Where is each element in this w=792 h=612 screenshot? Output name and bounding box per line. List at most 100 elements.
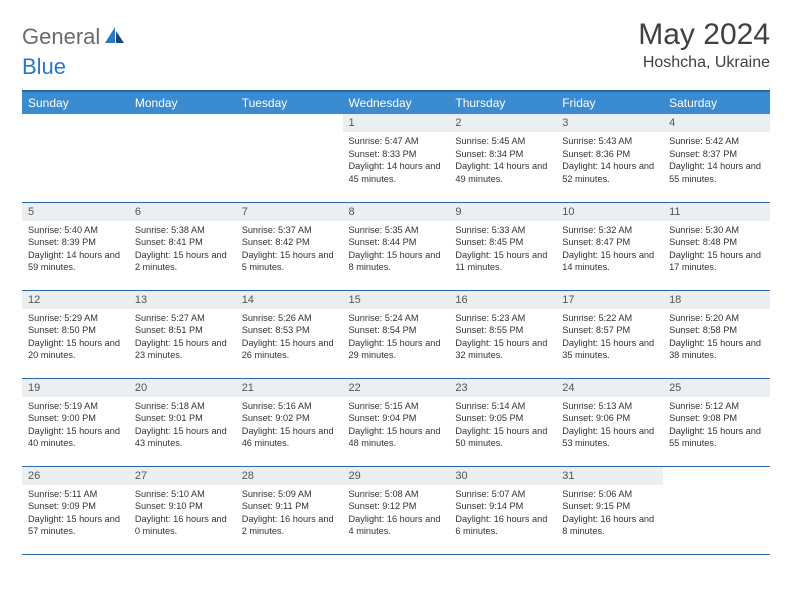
day-details: Sunrise: 5:12 AMSunset: 9:08 PMDaylight:…	[663, 397, 770, 452]
calendar-day-cell: 11Sunrise: 5:30 AMSunset: 8:48 PMDayligh…	[663, 202, 770, 290]
day-number: 4	[663, 114, 770, 132]
weekday-header: Monday	[129, 92, 236, 114]
calendar-week-row: 1Sunrise: 5:47 AMSunset: 8:33 PMDaylight…	[22, 114, 770, 202]
day-number: 7	[236, 203, 343, 221]
calendar-day-cell: 6Sunrise: 5:38 AMSunset: 8:41 PMDaylight…	[129, 202, 236, 290]
location: Hoshcha, Ukraine	[638, 54, 770, 72]
calendar-day-cell: 24Sunrise: 5:13 AMSunset: 9:06 PMDayligh…	[556, 378, 663, 466]
day-details: Sunrise: 5:22 AMSunset: 8:57 PMDaylight:…	[556, 309, 663, 364]
calendar-day-cell: 14Sunrise: 5:26 AMSunset: 8:53 PMDayligh…	[236, 290, 343, 378]
calendar-day-cell: 2Sunrise: 5:45 AMSunset: 8:34 PMDaylight…	[449, 114, 556, 202]
day-details: Sunrise: 5:29 AMSunset: 8:50 PMDaylight:…	[22, 309, 129, 364]
day-number: 25	[663, 379, 770, 397]
day-details: Sunrise: 5:09 AMSunset: 9:11 PMDaylight:…	[236, 485, 343, 540]
calendar-day-cell: 9Sunrise: 5:33 AMSunset: 8:45 PMDaylight…	[449, 202, 556, 290]
calendar-day-cell	[236, 114, 343, 202]
month-title: May 2024	[638, 18, 770, 52]
day-number: 6	[129, 203, 236, 221]
day-number: 22	[343, 379, 450, 397]
calendar-day-cell	[129, 114, 236, 202]
day-details: Sunrise: 5:27 AMSunset: 8:51 PMDaylight:…	[129, 309, 236, 364]
calendar-day-cell: 19Sunrise: 5:19 AMSunset: 9:00 PMDayligh…	[22, 378, 129, 466]
day-number: 21	[236, 379, 343, 397]
weekday-header: Thursday	[449, 92, 556, 114]
calendar-day-cell: 1Sunrise: 5:47 AMSunset: 8:33 PMDaylight…	[343, 114, 450, 202]
calendar-week-row: 12Sunrise: 5:29 AMSunset: 8:50 PMDayligh…	[22, 290, 770, 378]
calendar-day-cell: 30Sunrise: 5:07 AMSunset: 9:14 PMDayligh…	[449, 466, 556, 554]
day-number: 31	[556, 467, 663, 485]
day-details: Sunrise: 5:15 AMSunset: 9:04 PMDaylight:…	[343, 397, 450, 452]
calendar-day-cell: 4Sunrise: 5:42 AMSunset: 8:37 PMDaylight…	[663, 114, 770, 202]
day-number: 11	[663, 203, 770, 221]
weekday-header: Wednesday	[343, 92, 450, 114]
day-number: 30	[449, 467, 556, 485]
day-number: 28	[236, 467, 343, 485]
day-number: 9	[449, 203, 556, 221]
day-details: Sunrise: 5:16 AMSunset: 9:02 PMDaylight:…	[236, 397, 343, 452]
day-number: 8	[343, 203, 450, 221]
calendar-day-cell: 8Sunrise: 5:35 AMSunset: 8:44 PMDaylight…	[343, 202, 450, 290]
calendar-week-row: 5Sunrise: 5:40 AMSunset: 8:39 PMDaylight…	[22, 202, 770, 290]
day-details: Sunrise: 5:38 AMSunset: 8:41 PMDaylight:…	[129, 221, 236, 276]
day-details: Sunrise: 5:23 AMSunset: 8:55 PMDaylight:…	[449, 309, 556, 364]
logo-text-general: General	[22, 24, 100, 50]
calendar-day-cell	[22, 114, 129, 202]
calendar-table: SundayMondayTuesdayWednesdayThursdayFrid…	[22, 92, 770, 555]
calendar-day-cell: 18Sunrise: 5:20 AMSunset: 8:58 PMDayligh…	[663, 290, 770, 378]
calendar-day-cell: 16Sunrise: 5:23 AMSunset: 8:55 PMDayligh…	[449, 290, 556, 378]
weekday-header: Friday	[556, 92, 663, 114]
day-details: Sunrise: 5:24 AMSunset: 8:54 PMDaylight:…	[343, 309, 450, 364]
day-number: 13	[129, 291, 236, 309]
calendar-day-cell: 13Sunrise: 5:27 AMSunset: 8:51 PMDayligh…	[129, 290, 236, 378]
day-details: Sunrise: 5:08 AMSunset: 9:12 PMDaylight:…	[343, 485, 450, 540]
day-number: 26	[22, 467, 129, 485]
calendar-day-cell	[663, 466, 770, 554]
day-details: Sunrise: 5:06 AMSunset: 9:15 PMDaylight:…	[556, 485, 663, 540]
calendar-day-cell: 21Sunrise: 5:16 AMSunset: 9:02 PMDayligh…	[236, 378, 343, 466]
day-number: 27	[129, 467, 236, 485]
calendar-day-cell: 15Sunrise: 5:24 AMSunset: 8:54 PMDayligh…	[343, 290, 450, 378]
day-details: Sunrise: 5:11 AMSunset: 9:09 PMDaylight:…	[22, 485, 129, 540]
calendar-day-cell: 22Sunrise: 5:15 AMSunset: 9:04 PMDayligh…	[343, 378, 450, 466]
day-details: Sunrise: 5:37 AMSunset: 8:42 PMDaylight:…	[236, 221, 343, 276]
day-details: Sunrise: 5:42 AMSunset: 8:37 PMDaylight:…	[663, 132, 770, 187]
logo-text-blue: Blue	[22, 54, 66, 80]
calendar-week-row: 26Sunrise: 5:11 AMSunset: 9:09 PMDayligh…	[22, 466, 770, 554]
weekday-header: Saturday	[663, 92, 770, 114]
day-details: Sunrise: 5:14 AMSunset: 9:05 PMDaylight:…	[449, 397, 556, 452]
calendar-day-cell: 29Sunrise: 5:08 AMSunset: 9:12 PMDayligh…	[343, 466, 450, 554]
day-number: 12	[22, 291, 129, 309]
day-number: 3	[556, 114, 663, 132]
calendar-week-row: 19Sunrise: 5:19 AMSunset: 9:00 PMDayligh…	[22, 378, 770, 466]
day-number: 5	[22, 203, 129, 221]
day-number: 2	[449, 114, 556, 132]
day-details: Sunrise: 5:26 AMSunset: 8:53 PMDaylight:…	[236, 309, 343, 364]
day-details: Sunrise: 5:19 AMSunset: 9:00 PMDaylight:…	[22, 397, 129, 452]
day-number: 23	[449, 379, 556, 397]
calendar-day-cell: 17Sunrise: 5:22 AMSunset: 8:57 PMDayligh…	[556, 290, 663, 378]
day-number: 20	[129, 379, 236, 397]
weekday-header: Tuesday	[236, 92, 343, 114]
day-details: Sunrise: 5:13 AMSunset: 9:06 PMDaylight:…	[556, 397, 663, 452]
day-details: Sunrise: 5:33 AMSunset: 8:45 PMDaylight:…	[449, 221, 556, 276]
calendar-day-cell: 25Sunrise: 5:12 AMSunset: 9:08 PMDayligh…	[663, 378, 770, 466]
day-number: 16	[449, 291, 556, 309]
calendar-day-cell: 10Sunrise: 5:32 AMSunset: 8:47 PMDayligh…	[556, 202, 663, 290]
day-details: Sunrise: 5:35 AMSunset: 8:44 PMDaylight:…	[343, 221, 450, 276]
calendar-day-cell: 20Sunrise: 5:18 AMSunset: 9:01 PMDayligh…	[129, 378, 236, 466]
calendar-day-cell: 3Sunrise: 5:43 AMSunset: 8:36 PMDaylight…	[556, 114, 663, 202]
logo: General	[22, 18, 128, 50]
day-number: 10	[556, 203, 663, 221]
day-number: 29	[343, 467, 450, 485]
day-details: Sunrise: 5:43 AMSunset: 8:36 PMDaylight:…	[556, 132, 663, 187]
day-details: Sunrise: 5:47 AMSunset: 8:33 PMDaylight:…	[343, 132, 450, 187]
day-details: Sunrise: 5:32 AMSunset: 8:47 PMDaylight:…	[556, 221, 663, 276]
logo-sail-icon	[104, 25, 126, 50]
day-number: 1	[343, 114, 450, 132]
calendar-day-cell: 23Sunrise: 5:14 AMSunset: 9:05 PMDayligh…	[449, 378, 556, 466]
calendar-day-cell: 28Sunrise: 5:09 AMSunset: 9:11 PMDayligh…	[236, 466, 343, 554]
day-details: Sunrise: 5:30 AMSunset: 8:48 PMDaylight:…	[663, 221, 770, 276]
weekday-header-row: SundayMondayTuesdayWednesdayThursdayFrid…	[22, 92, 770, 114]
day-number: 14	[236, 291, 343, 309]
calendar-day-cell: 7Sunrise: 5:37 AMSunset: 8:42 PMDaylight…	[236, 202, 343, 290]
